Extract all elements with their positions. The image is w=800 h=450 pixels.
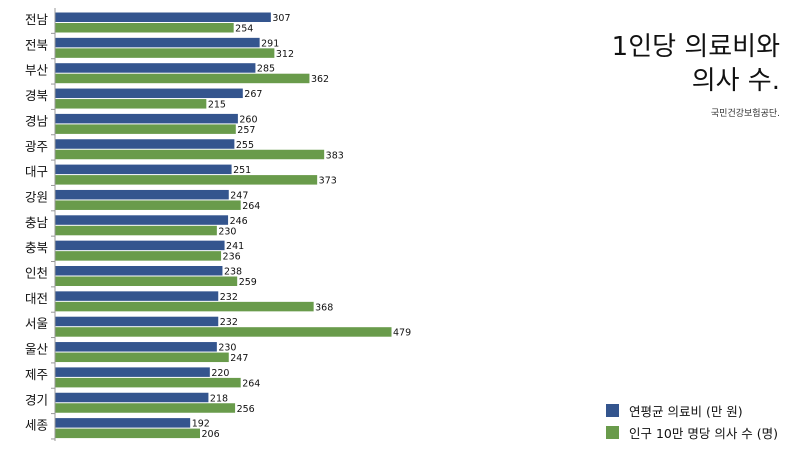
bar-doctors	[55, 23, 234, 33]
value-label-doctors: 362	[311, 74, 329, 85]
bar-medical-cost	[55, 63, 256, 73]
value-label-doctors: 368	[315, 302, 333, 313]
bar-doctors	[55, 225, 217, 236]
bar-doctors	[55, 327, 392, 337]
chart-title-line-1: 1인당 의료비와	[611, 32, 780, 62]
bar-doctors	[55, 276, 238, 286]
bar-doctors	[55, 200, 241, 210]
legend-swatch-medical-cost	[606, 403, 619, 417]
value-label-medical-cost: 247	[230, 190, 248, 201]
category-label: 대구	[25, 164, 48, 179]
category-label: 부산	[25, 63, 49, 78]
category-label: 전남	[25, 12, 49, 27]
chart-title-line-2: 의사 수.	[691, 66, 780, 96]
value-label-doctors: 383	[326, 150, 344, 161]
bar-medical-cost	[55, 418, 191, 428]
value-label-medical-cost: 267	[244, 89, 262, 100]
value-label-doctors: 373	[319, 176, 337, 187]
value-label-medical-cost: 246	[230, 216, 248, 227]
value-label-doctors: 230	[218, 226, 236, 237]
category-label: 광주	[25, 139, 48, 154]
value-label-medical-cost: 285	[257, 64, 275, 75]
bar-medical-cost	[55, 215, 229, 225]
bar-doctors	[55, 99, 207, 109]
legend-label-medical-cost: 연평균 의료비 (만 원)	[629, 403, 743, 419]
legend-swatch-doctors	[606, 425, 619, 439]
bar-doctors	[55, 428, 201, 439]
value-label-medical-cost: 255	[236, 140, 254, 151]
bar-medical-cost	[55, 189, 229, 200]
value-label-medical-cost: 241	[226, 241, 244, 252]
bar-medical-cost	[55, 88, 243, 99]
bar-medical-cost	[55, 342, 217, 352]
category-label: 강원	[25, 189, 48, 204]
category-label: 충북	[25, 240, 48, 255]
value-label-medical-cost: 230	[218, 343, 236, 354]
value-label-medical-cost: 192	[192, 419, 210, 430]
value-label-doctors: 264	[242, 378, 260, 389]
legend-item-doctors: 인구 10만 명당 의사 수 (명)	[606, 421, 778, 443]
bar-doctors	[55, 251, 222, 261]
value-label-doctors: 312	[276, 49, 294, 60]
chart-title: 1인당 의료비와 의사 수.	[612, 30, 780, 98]
bar-medical-cost	[55, 291, 219, 301]
category-label: 세종	[25, 418, 48, 433]
bar-doctors	[55, 149, 325, 160]
value-label-medical-cost: 291	[261, 38, 279, 49]
value-label-medical-cost: 232	[220, 292, 238, 303]
value-label-medical-cost: 238	[224, 267, 242, 278]
bar-medical-cost	[55, 392, 209, 403]
value-label-doctors: 206	[202, 429, 220, 440]
value-label-medical-cost: 251	[233, 165, 251, 176]
value-label-doctors: 257	[237, 125, 255, 136]
category-label: 충남	[25, 215, 49, 230]
category-label: 서울	[25, 316, 48, 331]
legend-item-medical-cost: 연평균 의료비 (만 원)	[606, 399, 778, 421]
legend-label-doctors: 인구 10만 명당 의사 수 (명)	[629, 425, 779, 441]
value-label-medical-cost: 260	[239, 114, 257, 125]
category-label: 경북	[25, 88, 48, 103]
bar-doctors	[55, 48, 275, 58]
chart-source: 국민건강보험공단.	[710, 109, 780, 119]
bar-medical-cost	[55, 367, 210, 377]
bar-doctors	[55, 352, 229, 363]
value-label-medical-cost: 220	[211, 368, 229, 379]
value-label-doctors: 254	[235, 24, 253, 35]
bar-doctors	[55, 73, 310, 84]
value-label-doctors: 264	[242, 201, 260, 212]
bar-medical-cost	[55, 139, 235, 149]
bar-medical-cost	[55, 266, 223, 276]
category-label: 대전	[25, 291, 48, 306]
bar-doctors	[55, 403, 236, 413]
value-label-medical-cost: 218	[210, 393, 228, 404]
value-label-doctors: 259	[239, 277, 257, 288]
value-label-doctors: 236	[223, 252, 241, 263]
category-label: 인천	[25, 266, 48, 281]
category-label: 전북	[25, 37, 48, 52]
category-label: 제주	[25, 367, 48, 382]
value-label-doctors: 215	[208, 100, 226, 111]
bar-doctors	[55, 175, 318, 185]
bar-medical-cost	[55, 113, 238, 124]
value-label-medical-cost: 307	[272, 13, 290, 24]
bar-medical-cost	[55, 164, 232, 175]
category-label: 울산	[25, 342, 49, 357]
value-label-doctors: 247	[230, 353, 248, 364]
bar-medical-cost	[55, 240, 225, 251]
category-label: 경남	[25, 113, 49, 128]
bar-doctors	[55, 377, 241, 388]
chart-legend: 연평균 의료비 (만 원) 인구 10만 명당 의사 수 (명)	[606, 399, 778, 443]
value-label-doctors: 256	[237, 404, 255, 415]
value-label-doctors: 479	[393, 328, 411, 339]
bar-medical-cost	[55, 37, 260, 48]
bar-medical-cost	[55, 316, 219, 327]
bar-doctors	[55, 301, 314, 312]
bar-medical-cost	[55, 12, 271, 22]
bar-doctors	[55, 124, 236, 134]
category-label: 경기	[25, 392, 48, 407]
value-label-medical-cost: 232	[220, 317, 238, 328]
